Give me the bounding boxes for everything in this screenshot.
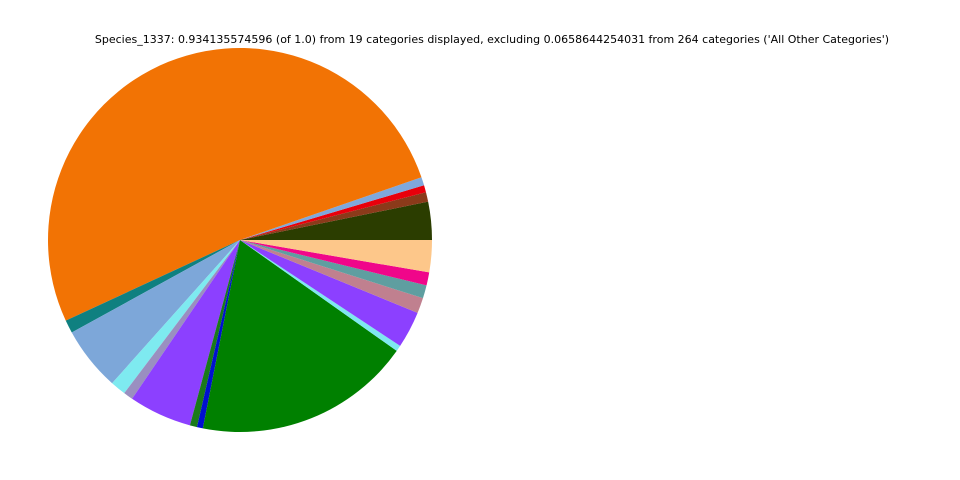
pie-slice — [65, 240, 240, 333]
pie-slice — [71, 240, 240, 384]
pie-slice — [240, 185, 426, 240]
pie-slice — [112, 240, 240, 394]
pie-slice — [132, 240, 240, 426]
pie-slice — [240, 240, 427, 299]
pie-slice — [48, 48, 422, 321]
pie-slice — [240, 240, 432, 273]
pie-slice — [240, 240, 418, 346]
pie-slice — [240, 192, 429, 240]
chart-title: Species_1337: 0.934135574596 (of 1.0) fr… — [95, 33, 889, 46]
pie-slice — [240, 201, 432, 240]
pie-slice — [196, 240, 240, 429]
pie-slice — [240, 177, 425, 240]
pie-slice — [240, 240, 423, 313]
pie-slice — [240, 240, 430, 286]
pie-slice — [202, 240, 397, 432]
pie-slice — [240, 240, 401, 351]
pie-slice — [124, 240, 240, 399]
pie-slice — [189, 240, 240, 428]
